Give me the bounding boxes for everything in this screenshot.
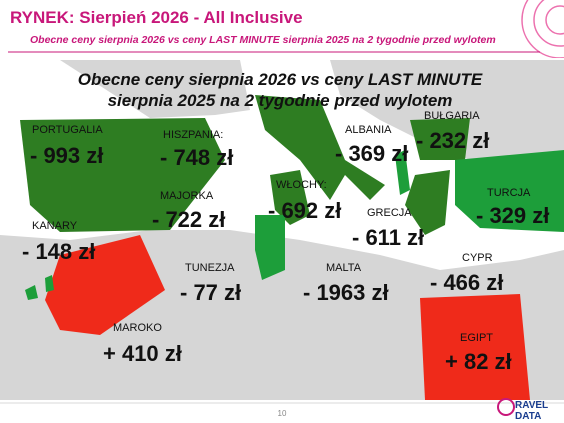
page-number: 10: [278, 409, 287, 418]
region-price: + 82 zł: [445, 349, 512, 374]
region-price: - 611 zł: [352, 225, 424, 250]
region-name: PORTUGALIA: [32, 124, 103, 136]
region-price: - 148 zł: [22, 239, 95, 264]
region-price: - 329 zł: [476, 203, 549, 228]
region-name: MALTA: [326, 262, 362, 274]
region-name: TUNEZJA: [185, 262, 235, 274]
region-price: - 466 zł: [430, 270, 503, 295]
region-name: HISZPANIA:: [163, 129, 223, 141]
region-name: TURCJA: [487, 187, 531, 199]
region-price: - 1963 zł: [303, 280, 389, 305]
region-name: MAROKO: [113, 322, 162, 334]
region-name: CYPR: [462, 252, 493, 264]
region-price: - 722 zł: [152, 207, 225, 232]
region-name: EGIPT: [460, 332, 493, 344]
header-title: RYNEK: Sierpień 2026 - All Inclusive: [10, 8, 303, 27]
map: [0, 58, 564, 400]
region-name: MAJORKA: [160, 190, 214, 202]
region-price: - 369 zł: [335, 141, 408, 166]
map-title: sierpnia 2025 na 2 tygodnie przed wylote…: [108, 91, 453, 110]
region-name: KANARY: [32, 220, 78, 232]
region-name: ALBANIA: [345, 124, 392, 136]
logo-text: RAVEL: [515, 400, 548, 411]
region-labels: PORTUGALIA - 993 zł HISZPANIA: - 748 zł ALBA…: [22, 110, 549, 374]
region-price: + 410 zł: [103, 341, 182, 366]
region-name: WŁOCHY:: [276, 179, 327, 191]
region-price: - 692 zł: [268, 198, 341, 223]
region-name: GRECJA: [367, 207, 412, 219]
map-title: Obecne ceny sierpnia 2026 vs ceny LAST M…: [78, 70, 483, 89]
region-price: - 77 zł: [180, 280, 241, 305]
region-name: BUŁGARIA: [424, 110, 480, 122]
region-price: - 232 zł: [416, 128, 489, 153]
logo-text: DATA: [515, 411, 541, 422]
region-price: - 993 zł: [30, 143, 103, 168]
header-subtitle: Obecne ceny sierpnia 2026 vs ceny LAST M…: [30, 34, 496, 46]
logo-icon: [497, 398, 515, 416]
region-price: - 748 zł: [160, 145, 233, 170]
